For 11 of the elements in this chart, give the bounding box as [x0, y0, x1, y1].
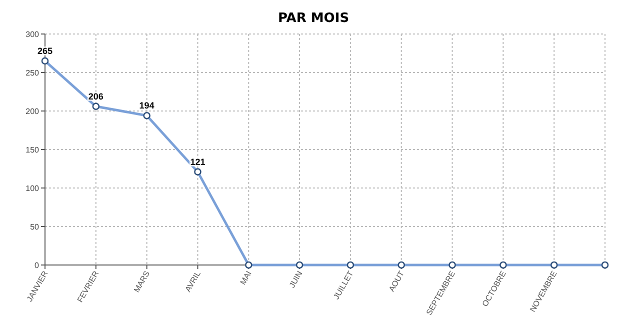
data-label: 194: [139, 100, 154, 111]
data-label: 121: [190, 156, 206, 167]
y-tick-label: 250: [26, 68, 40, 78]
y-tick-label: 50: [30, 222, 40, 232]
y-tick-label: 150: [26, 146, 40, 154]
y-tick-label: 200: [26, 107, 40, 116]
y-tick-label: 0: [34, 261, 40, 270]
data-label: 206: [88, 91, 104, 102]
y-tick-label: 100: [26, 184, 40, 193]
chart-title: PAR MOIS: [278, 11, 350, 26]
y-tick-label: 300: [26, 30, 40, 39]
